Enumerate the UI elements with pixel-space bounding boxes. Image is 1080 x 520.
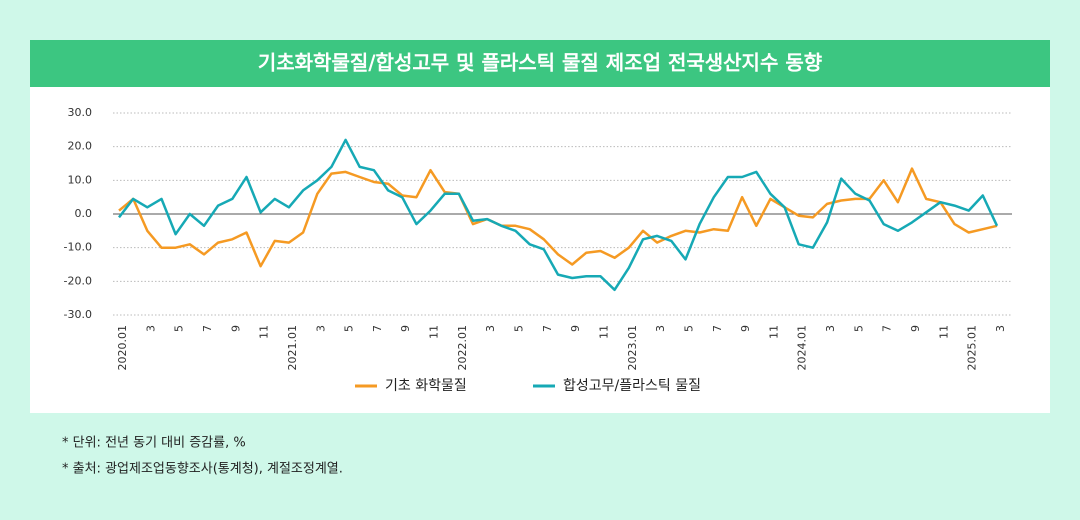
y-tick-label: 20.0 (68, 140, 93, 153)
x-tick-label: 5 (173, 325, 186, 332)
x-tick-label: 5 (852, 325, 865, 332)
x-tick-label: 9 (909, 325, 922, 332)
x-tick-label: 3 (994, 325, 1007, 332)
x-tick-label: 7 (541, 325, 554, 332)
y-tick-label: -30.0 (64, 308, 92, 321)
x-tick-label: 11 (258, 325, 271, 339)
y-tick-label: -20.0 (64, 274, 92, 287)
x-tick-label: 5 (513, 325, 526, 332)
title-bar (30, 40, 1050, 87)
x-tick-label: 2024.01 (796, 325, 809, 371)
note: * 단위: 전년 동기 대비 증감률, % (62, 436, 246, 451)
y-tick-label: 30.0 (68, 106, 93, 119)
x-tick-label: 11 (428, 325, 441, 339)
x-tick-label: 3 (654, 325, 667, 332)
chart-title: 기초화학물질/합성고무 및 플라스틱 물질 제조업 전국생산지수 동향 (258, 51, 823, 75)
x-tick-label: 7 (201, 325, 214, 332)
legend-label: 기초 화학물질 (385, 378, 467, 394)
x-tick-label: 7 (711, 325, 724, 332)
line (118, 167, 998, 268)
x-tick-label: 2022.01 (456, 325, 469, 371)
x-tick-label: 5 (682, 325, 695, 332)
x-tick-label: 9 (229, 325, 242, 332)
x-tick-label: 9 (739, 325, 752, 332)
y-tick-label: -10.0 (64, 241, 92, 254)
x-tick-label: 7 (371, 325, 384, 332)
x-tick-label: 11 (597, 325, 610, 339)
x-tick-label: 7 (881, 325, 894, 332)
x-tick-label: 2020.01 (116, 325, 129, 371)
x-tick-label: 9 (399, 325, 412, 332)
x-tick-label: 3 (484, 325, 497, 332)
card (30, 40, 1050, 413)
x-tick-label: 2023.01 (626, 325, 639, 371)
x-tick-label: 3 (144, 325, 157, 332)
legend-label: 합성고무/플라스틱 물질 (563, 378, 701, 394)
x-tick-label: 11 (937, 325, 950, 339)
y-tick-label: 0.0 (75, 207, 93, 220)
x-tick-label: 11 (767, 325, 780, 339)
x-tick-label: 3 (314, 325, 327, 332)
y-tick-label: 10.0 (68, 173, 93, 186)
x-tick-label: 2025.01 (966, 325, 979, 371)
line (118, 138, 999, 292)
x-tick-label: 3 (824, 325, 837, 332)
note: * 출처: 광업제조업동향조사(통계청), 계절조정계열. (62, 462, 343, 477)
x-tick-label: 9 (569, 325, 582, 332)
x-tick-label: 5 (343, 325, 356, 332)
x-tick-label: 2021.01 (286, 325, 299, 371)
